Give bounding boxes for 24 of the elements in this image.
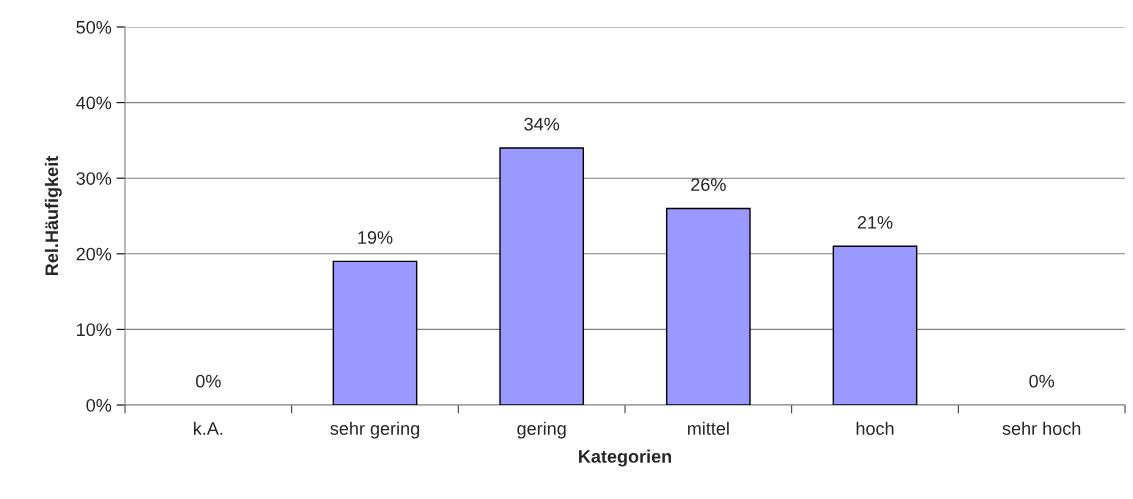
y-axis-title: Rel.Häufigkeit bbox=[44, 156, 62, 275]
bar bbox=[499, 147, 585, 405]
bar bbox=[832, 245, 918, 405]
x-tick-label: sehr hoch bbox=[1002, 421, 1081, 435]
x-tick-label: mittel bbox=[687, 421, 729, 435]
y-tick-label: 10% bbox=[77, 323, 112, 337]
data-label: 21% bbox=[857, 216, 893, 229]
x-tick-label: k.A. bbox=[194, 421, 223, 435]
y-tick-label: 40% bbox=[76, 96, 112, 110]
x-tick-label: hoch bbox=[856, 421, 894, 435]
data-label: 26% bbox=[691, 178, 726, 191]
y-tick-label: 50% bbox=[76, 20, 112, 34]
x-axis-title: Kategorien bbox=[579, 449, 672, 467]
data-label: 0% bbox=[1029, 374, 1055, 388]
data-label: 19% bbox=[358, 231, 393, 244]
data-label: 0% bbox=[195, 374, 221, 388]
bar bbox=[332, 260, 418, 405]
data-label: 34% bbox=[524, 117, 560, 131]
y-tick-label: 30% bbox=[76, 172, 112, 185]
y-tick-label: 20% bbox=[76, 247, 112, 261]
x-tick-label: gering bbox=[517, 421, 566, 439]
y-tick-label: 0% bbox=[86, 398, 112, 412]
bar bbox=[665, 207, 751, 405]
x-tick-label: sehr gering bbox=[330, 421, 420, 439]
